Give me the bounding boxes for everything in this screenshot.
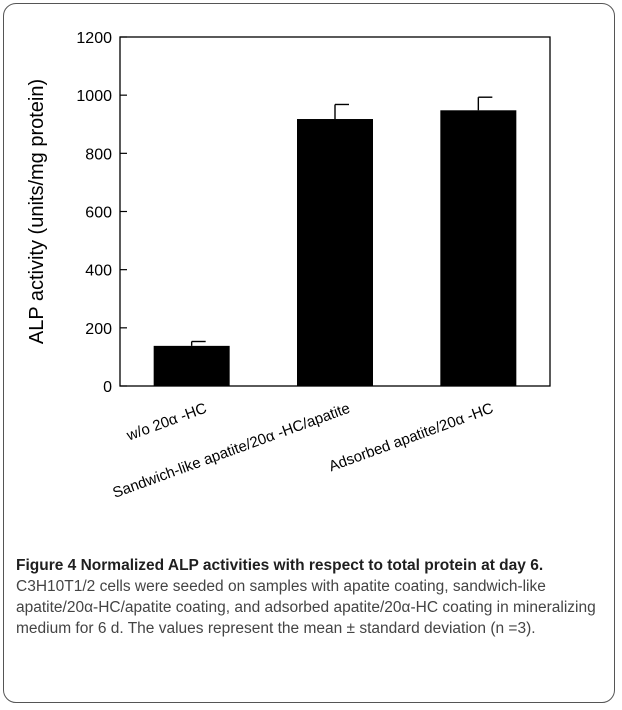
y-tick-label: 1200: [76, 30, 112, 47]
bar: [153, 345, 230, 386]
chart-bars: [153, 96, 517, 386]
y-tick-label: 1000: [76, 88, 112, 105]
figure-caption: Figure 4 Normalized ALP activities with …: [16, 555, 606, 639]
y-axis-label: ALP activity (units/mg protein): [26, 79, 48, 344]
x-tick-label: w/o 20α -HC: [124, 400, 210, 445]
bar: [440, 110, 517, 386]
y-tick-label: 200: [85, 321, 112, 338]
bar-chart: 0 200 400 600 800 1000 1200 w/o 20α -HCSandwic…: [26, 30, 551, 502]
y-tick-label: 600: [85, 205, 112, 222]
x-tick-label: Adsorbed apatite/20α -HC: [327, 400, 496, 475]
caption-title: Figure 4 Normalized ALP activities with …: [16, 557, 544, 574]
bar: [297, 119, 373, 386]
y-axis-ticks: 0 200 400 600 800 1000 1200: [76, 30, 127, 396]
x-tick-label: Sandwich-like apatite/20α -HC/apatite: [110, 400, 352, 502]
caption-body: C3H10T1/2 cells were seeded on samples w…: [16, 578, 596, 637]
y-tick-label: 400: [85, 263, 112, 280]
y-tick-label: 0: [103, 379, 112, 396]
y-tick-label: 800: [85, 146, 112, 163]
